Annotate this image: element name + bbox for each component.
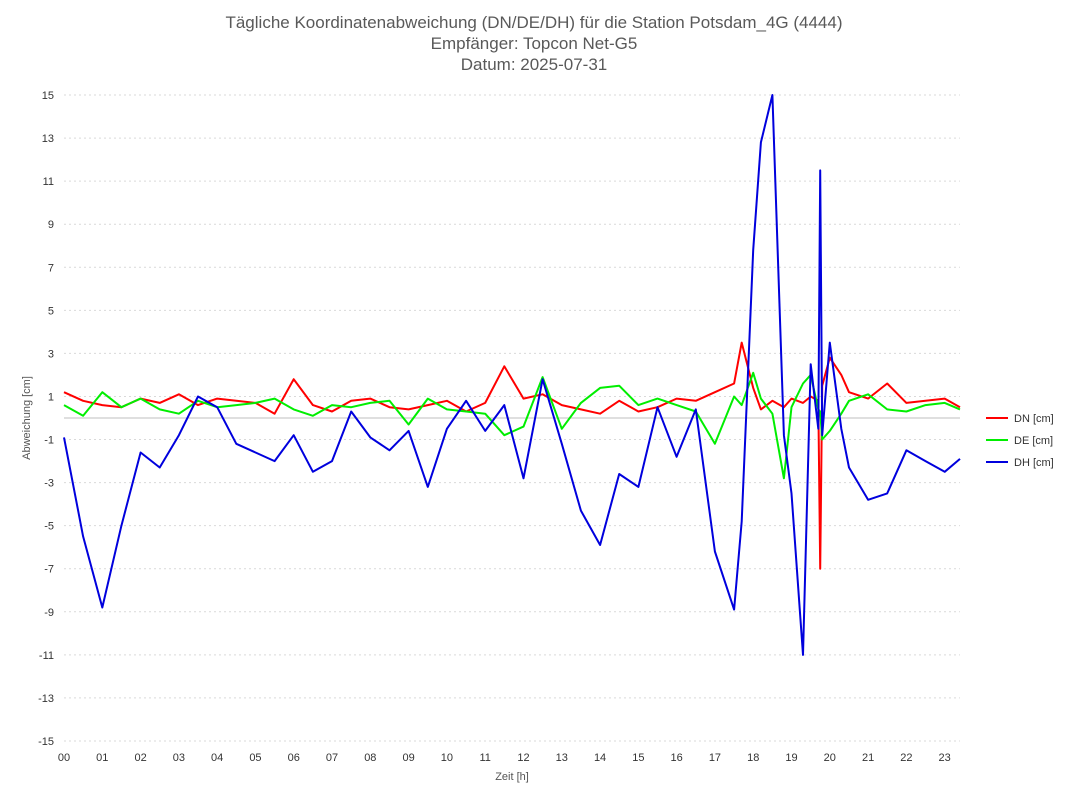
x-tick-label: 10 <box>441 752 453 764</box>
legend-label: DE [cm] <box>1014 435 1053 447</box>
y-tick-label: -7 <box>44 564 54 576</box>
y-tick-label: -9 <box>44 607 54 619</box>
legend-label: DN [cm] <box>1014 413 1054 425</box>
grid <box>64 94 960 742</box>
x-axis-label: Zeit [h] <box>495 771 529 783</box>
legend-label: DH [cm] <box>1014 457 1054 469</box>
y-tick-label: 5 <box>48 305 54 317</box>
x-tick-label: 20 <box>824 752 836 764</box>
chart-title: Tägliche Koordinatenabweichung (DN/DE/DH… <box>225 13 842 74</box>
x-tick-label: 14 <box>594 752 606 764</box>
x-tick-label: 12 <box>517 752 529 764</box>
y-tick-label: 9 <box>48 219 54 231</box>
x-tick-label: 21 <box>862 752 874 764</box>
x-tick-label: 03 <box>173 752 185 764</box>
y-tick-label: -15 <box>38 736 54 748</box>
x-axis-ticks: 00 01 02 03 04 05 06 07 08 09 10 11 12 13 14 15 16 17 18 19… <box>58 752 951 764</box>
x-tick-label: 23 <box>939 752 951 764</box>
y-tick-label: 11 <box>43 176 54 188</box>
y-tick-label: 7 <box>48 262 54 274</box>
x-tick-label: 19 <box>785 752 797 764</box>
x-tick-label: 00 <box>58 752 70 764</box>
x-tick-label: 18 <box>747 752 759 764</box>
y-tick-label: -5 <box>44 521 54 533</box>
chart-title-line-2: Empfänger: Topcon Net-G5 <box>431 34 638 53</box>
y-tick-label: 13 <box>42 133 54 145</box>
y-tick-label: -3 <box>44 478 54 490</box>
x-tick-label: 08 <box>364 752 376 764</box>
y-axis-ticks: 15 13 11 9 7 5 3 1 -1 -3 -5 -7 -9 -11 -13 -15 <box>38 90 54 748</box>
series <box>63 94 961 656</box>
x-tick-label: 04 <box>211 752 223 764</box>
x-tick-label: 05 <box>249 752 261 764</box>
x-tick-label: 22 <box>900 752 912 764</box>
chart-title-line-1: Tägliche Koordinatenabweichung (DN/DE/DH… <box>225 13 842 32</box>
x-tick-label: 06 <box>288 752 300 764</box>
y-tick-label: -11 <box>39 650 54 662</box>
legend: DN [cm] DE [cm] DH [cm] <box>986 413 1054 469</box>
x-tick-label: 01 <box>96 752 108 764</box>
x-tick-label: 09 <box>402 752 414 764</box>
chart-title-line-3: Datum: 2025-07-31 <box>461 55 607 74</box>
x-tick-label: 15 <box>632 752 644 764</box>
y-tick-label: -13 <box>38 693 54 705</box>
x-tick-label: 11 <box>479 752 490 764</box>
x-tick-label: 07 <box>326 752 338 764</box>
y-tick-label: -1 <box>44 435 54 447</box>
y-tick-label: 3 <box>48 348 54 360</box>
x-tick-label: 13 <box>556 752 568 764</box>
x-tick-label: 17 <box>709 752 721 764</box>
y-tick-label: 1 <box>48 391 54 403</box>
x-tick-label: 16 <box>671 752 683 764</box>
y-axis-label: Abweichung [cm] <box>21 376 33 460</box>
series-line-dh <box>63 94 961 656</box>
x-tick-label: 02 <box>134 752 146 764</box>
y-tick-label: 15 <box>42 90 54 102</box>
